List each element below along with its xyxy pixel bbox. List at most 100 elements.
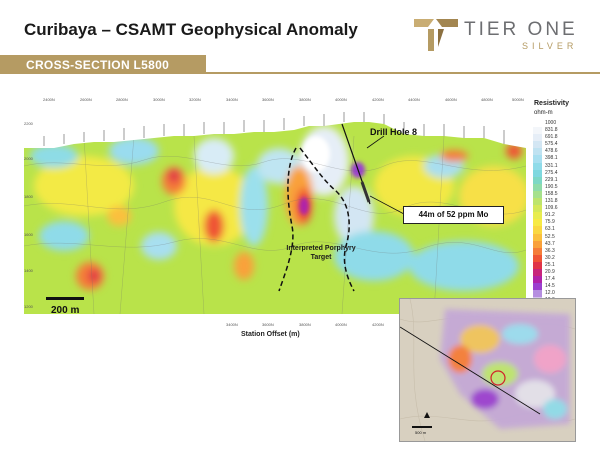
legend-entry: 43.7 (533, 240, 571, 248)
legend-value: 275.4 (545, 169, 558, 176)
legend-entry: 52.5 (533, 233, 571, 241)
x-tick-label: 3200N (189, 97, 201, 102)
legend-value: 17.4 (545, 276, 555, 283)
x-tick-label: 4800N (481, 97, 493, 102)
legend-entry: 575.4 (533, 141, 571, 149)
x-tick-label: 3400N (226, 97, 238, 102)
legend-swatch (533, 283, 542, 291)
legend-entry: 478.6 (533, 148, 571, 156)
scale-bar-label: 200 m (51, 305, 80, 316)
legend-swatch (533, 148, 542, 156)
resistivity-legend: 1000 831.8 691.8 575.4 478.6 398.1 331.1 275.4 2… (533, 120, 571, 305)
legend-entry: 331.1 (533, 162, 571, 170)
legend-entry: 12.0 (533, 290, 571, 298)
legend-value: 36.3 (545, 247, 555, 254)
legend-entry: 190.5 (533, 183, 571, 191)
legend-swatch (533, 155, 542, 163)
legend-swatch (533, 219, 542, 227)
drill-hole-label: Drill Hole 8 (370, 127, 418, 137)
csamt-cross-section (24, 96, 526, 314)
target-circle (490, 370, 506, 386)
legend-value: 158.5 (545, 190, 558, 197)
x-tick-label: 3000N (153, 97, 165, 102)
legend-swatch (533, 120, 542, 128)
legend-swatch (533, 233, 542, 241)
legend-value: 109.6 (545, 205, 558, 212)
legend-value: 12.0 (545, 290, 555, 297)
logo-mark-icon (414, 19, 458, 51)
y-tick-label: 2000 (24, 156, 33, 161)
logo-subtitle: SILVER (522, 41, 578, 51)
x-tick-label: 4200N (372, 322, 384, 327)
legend-swatch (533, 141, 542, 149)
legend-entry: 831.8 (533, 127, 571, 135)
target-outline-left (278, 147, 297, 292)
legend-swatch (533, 127, 542, 135)
legend-entry: 691.8 (533, 134, 571, 142)
legend-value: 52.5 (545, 233, 555, 240)
legend-entry: 1000 (533, 120, 571, 128)
porphyry-target-label: Interpreted Porphyry Target (286, 245, 356, 261)
legend-value: 75.9 (545, 219, 555, 226)
legend-entry: 158.5 (533, 190, 571, 199)
x-tick-label: 4600N (445, 97, 457, 102)
legend-value: 43.7 (545, 240, 555, 247)
intercept-callout: 44m of 52 ppm Mo (403, 206, 504, 224)
tier-one-logo: TIER ONE SILVER (414, 17, 584, 53)
legend-swatch (533, 183, 542, 191)
legend-value: 190.5 (545, 183, 558, 190)
legend-swatch (533, 261, 542, 269)
legend-entry: 36.3 (533, 247, 571, 255)
legend-swatch (533, 254, 542, 262)
legend-swatch (533, 190, 542, 199)
x-tick-label: 3800N (299, 97, 311, 102)
y-tick-label: 1800 (24, 194, 33, 199)
legend-swatch (533, 134, 542, 142)
legend-entry: 20.9 (533, 268, 571, 277)
section-line (400, 326, 541, 415)
legend-swatch (533, 247, 542, 255)
x-tick-label: 3400N (226, 322, 238, 327)
legend-swatch (533, 212, 542, 220)
intercept-segment (360, 181, 371, 203)
legend-value: 91.2 (545, 212, 555, 219)
x-tick-label: 2400N (43, 97, 55, 102)
legend-swatch (533, 268, 542, 277)
legend-swatch (533, 276, 542, 284)
legend-value: 229.1 (545, 176, 558, 183)
x-tick-label: 5000N (512, 97, 524, 102)
legend-entry: 131.8 (533, 198, 571, 206)
x-tick-label: 2600N (80, 97, 92, 102)
legend-value: 63.1 (545, 226, 555, 233)
y-tick-label: 1600 (24, 232, 33, 237)
legend-value: 478.6 (545, 148, 558, 155)
inset-scale-bar (412, 426, 432, 428)
legend-value: 14.5 (545, 283, 555, 290)
legend-entry: 17.4 (533, 276, 571, 284)
legend-value: 398.1 (545, 155, 558, 162)
legend-unit: ohm-m (534, 110, 553, 116)
x-tick-label: 4400N (408, 97, 420, 102)
legend-entry: 229.1 (533, 176, 571, 184)
legend-entry: 275.4 (533, 169, 571, 177)
legend-value: 575.4 (545, 141, 558, 148)
north-arrow-icon (424, 412, 430, 418)
x-tick-label: 3600N (262, 97, 274, 102)
legend-value: 20.9 (545, 268, 555, 275)
legend-entry: 63.1 (533, 226, 571, 234)
x-tick-label: 3600N (262, 322, 274, 327)
x-tick-label: 4200N (372, 97, 384, 102)
station-markers (43, 112, 505, 146)
y-tick-label: 1200 (24, 304, 33, 309)
x-tick-label: 4000N (335, 322, 347, 327)
legend-value: 1000 (545, 120, 557, 126)
legend-swatch (533, 162, 542, 170)
legend-entry: 91.2 (533, 212, 571, 220)
legend-value: 30.2 (545, 254, 555, 261)
x-tick-label: 4000N (335, 97, 347, 102)
legend-entry: 30.2 (533, 254, 571, 262)
legend-swatch (533, 240, 542, 248)
y-tick-label: 2200 (24, 121, 33, 126)
legend-swatch (533, 205, 542, 213)
legend-swatch (533, 198, 542, 206)
